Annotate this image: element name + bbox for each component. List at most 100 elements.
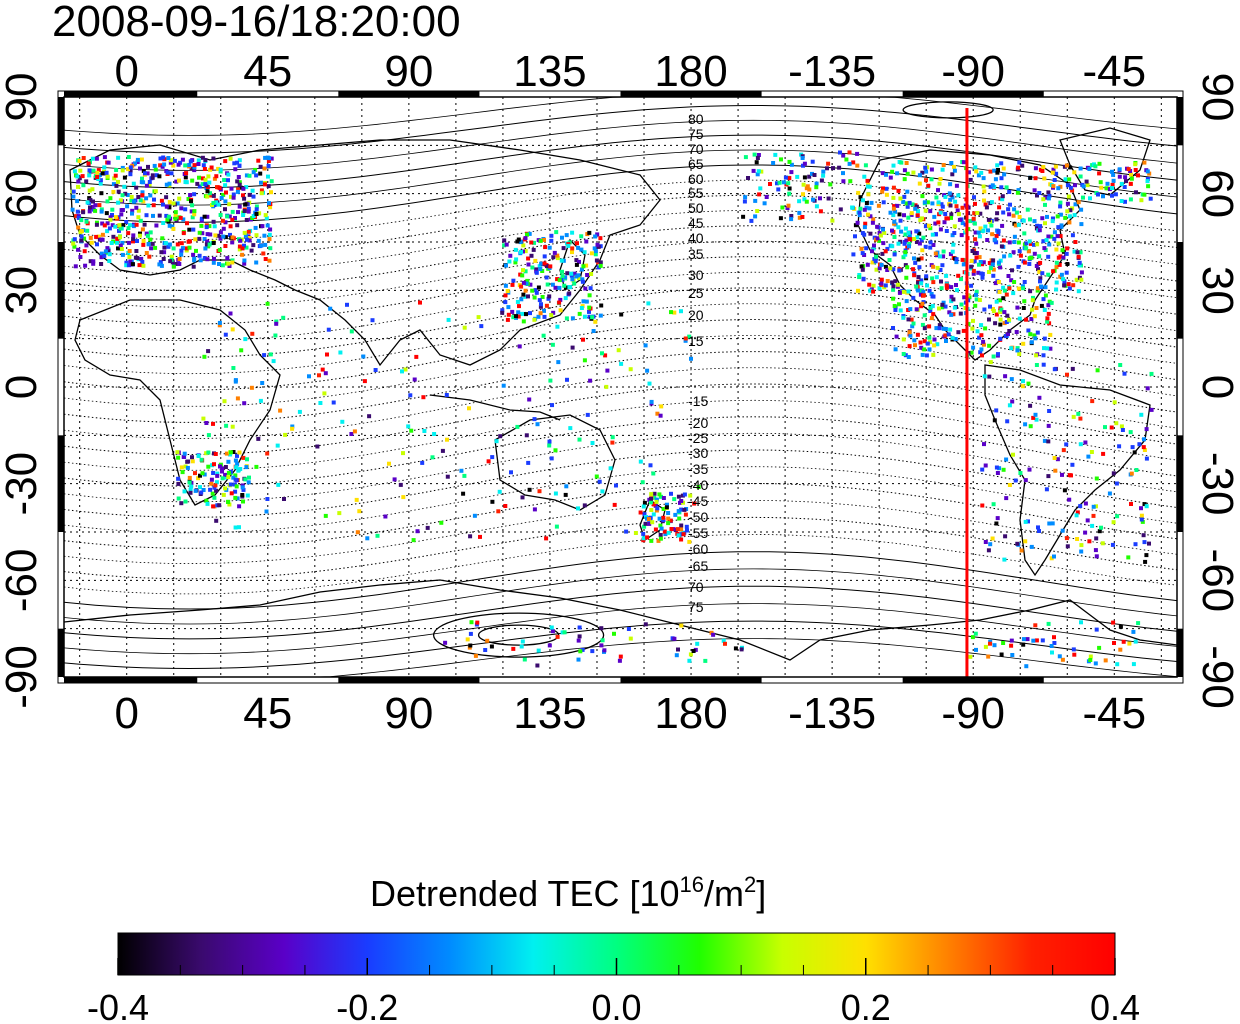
tec-point <box>118 243 123 248</box>
tec-point <box>917 181 922 186</box>
tec-point <box>1079 207 1084 212</box>
tec-point <box>197 236 202 241</box>
tec-point <box>1058 212 1063 217</box>
tec-point <box>88 205 92 210</box>
tec-point <box>668 518 673 523</box>
contour-label: -65 <box>688 558 708 574</box>
tec-point <box>651 512 656 517</box>
tec-point <box>841 171 845 176</box>
tec-point <box>440 448 445 453</box>
tec-point <box>579 306 584 310</box>
tec-point <box>161 221 166 225</box>
tec-point <box>249 248 254 253</box>
tec-point <box>850 205 855 210</box>
tec-point <box>179 465 184 470</box>
tec-point <box>517 344 522 349</box>
tec-point <box>781 180 786 185</box>
tec-point <box>338 350 343 355</box>
tec-point <box>72 237 77 242</box>
tec-point <box>676 494 681 499</box>
tec-point <box>109 241 114 245</box>
tec-point <box>118 198 123 203</box>
tec-point <box>870 260 875 265</box>
tec-point <box>971 271 976 276</box>
tec-point <box>1074 277 1079 282</box>
tec-point <box>401 451 405 456</box>
tec-point <box>666 516 671 521</box>
tec-point <box>189 166 194 171</box>
tec-point <box>649 492 654 497</box>
tec-point <box>236 187 241 192</box>
tec-point <box>994 299 999 304</box>
tec-point <box>653 527 658 532</box>
tec-point <box>1124 179 1128 184</box>
tec-point <box>224 423 229 428</box>
tec-point <box>534 267 539 272</box>
tec-point <box>1064 163 1069 168</box>
tec-point <box>1025 207 1030 212</box>
tec-point <box>1093 548 1098 553</box>
tec-point <box>755 209 760 213</box>
tec-point <box>202 167 207 171</box>
tec-point <box>779 157 783 162</box>
tec-point <box>939 279 943 284</box>
tec-point <box>1128 430 1133 435</box>
tec-point <box>246 480 251 485</box>
tec-point <box>206 349 211 354</box>
tec-point <box>95 175 100 179</box>
tec-point <box>100 232 105 237</box>
tec-point <box>645 535 650 540</box>
tec-point <box>216 202 221 207</box>
tec-point <box>323 513 328 518</box>
tec-point <box>931 264 936 269</box>
tec-point <box>995 163 1000 168</box>
tec-point <box>1017 215 1022 219</box>
tec-point <box>594 258 599 263</box>
left-y-tick-label: 0 <box>0 375 46 399</box>
tec-point <box>1139 513 1144 518</box>
tec-point <box>1142 448 1147 452</box>
tec-point <box>979 333 984 338</box>
tec-point <box>1087 539 1092 544</box>
tec-point <box>1042 308 1047 312</box>
map-axes: 0045459090135135180180-135-135-90-90-45-… <box>0 47 1240 738</box>
tec-point <box>1002 321 1007 326</box>
colorbar-tick-label: 0.4 <box>1090 987 1140 1024</box>
tec-point <box>91 259 96 264</box>
tec-point <box>922 339 927 344</box>
tec-point <box>922 293 927 298</box>
tec-point <box>1000 197 1005 202</box>
tec-point <box>204 242 209 247</box>
tec-point <box>1123 175 1128 180</box>
tec-point <box>519 284 524 289</box>
tec-point <box>956 193 961 198</box>
tec-point <box>1032 188 1037 193</box>
tec-point <box>268 246 273 251</box>
tec-point <box>986 654 991 659</box>
tec-point <box>1036 267 1040 272</box>
tec-point <box>446 317 451 322</box>
tec-point <box>524 312 528 317</box>
tec-point <box>589 251 594 256</box>
tec-point <box>865 262 870 267</box>
tec-point <box>973 201 977 206</box>
tec-point <box>1117 174 1122 179</box>
tec-point <box>518 240 523 245</box>
tec-point <box>259 191 264 196</box>
tec-point <box>1016 286 1021 291</box>
tec-point <box>1047 521 1052 526</box>
tec-point <box>171 226 176 231</box>
tec-point <box>130 211 134 216</box>
tec-point <box>614 483 618 488</box>
tec-point <box>228 232 232 237</box>
tec-point <box>919 278 924 283</box>
tec-point <box>927 223 931 228</box>
tec-point <box>103 249 108 254</box>
tec-point <box>130 262 135 267</box>
tec-point <box>910 202 915 207</box>
tec-point <box>914 240 919 244</box>
tec-point <box>997 466 1002 471</box>
tec-point <box>608 466 613 471</box>
tec-point <box>160 164 165 169</box>
tec-point <box>502 238 507 243</box>
